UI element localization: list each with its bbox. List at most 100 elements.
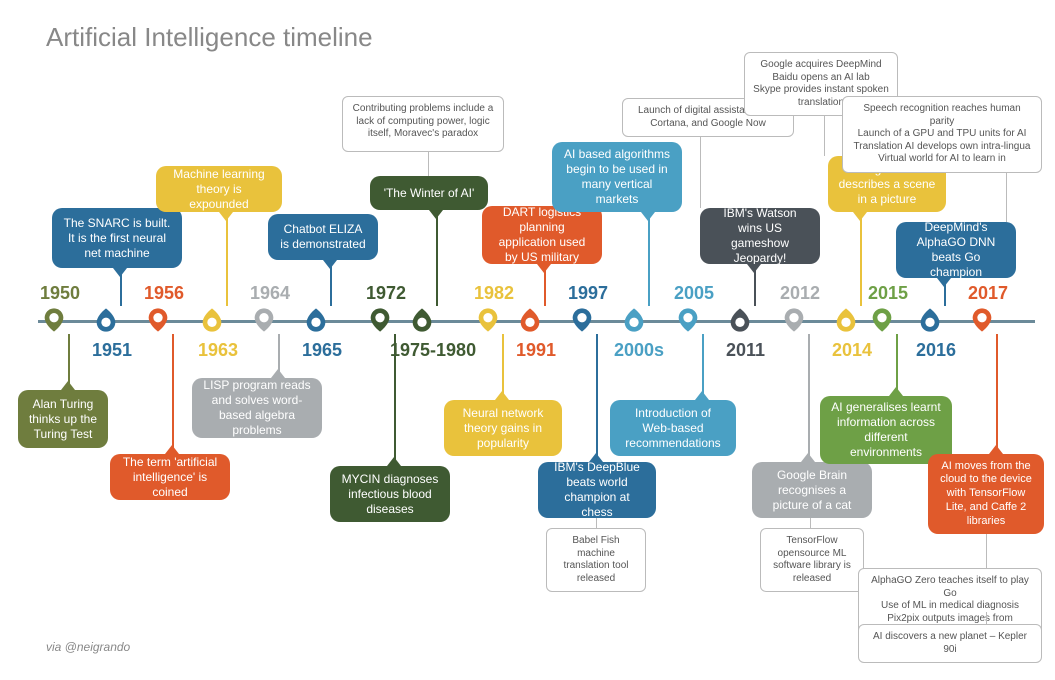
year-label-2015: 2015 <box>868 283 908 304</box>
event-bubble-b1951: The SNARC is built. It is the first neur… <box>52 208 182 268</box>
event-text: Machine learning theory is expounded <box>166 167 272 212</box>
bubble-arrow <box>747 264 761 273</box>
event-bubble-b2015: AI generalises learnt information across… <box>820 396 952 464</box>
bubble-arrow <box>537 264 551 273</box>
note-connector <box>810 518 811 528</box>
event-text: AI based algorithms begin to be used in … <box>562 147 672 207</box>
event-bubble-b1982: Neural network theory gains in popularit… <box>444 400 562 456</box>
timeline-pin-2012 <box>780 306 808 334</box>
note-n2012: TensorFlow opensource ML software librar… <box>760 528 864 592</box>
event-bubble-b1997: IBM's DeepBlue beats world champion at c… <box>538 462 656 518</box>
event-bubble-b1964: LISP program reads and solves word-based… <box>192 378 322 438</box>
note-n1975: Contributing problems include a lack of … <box>342 96 504 152</box>
event-text: MYCIN diagnoses infectious blood disease… <box>340 472 440 517</box>
stem <box>172 334 174 454</box>
timeline-pin-1997 <box>568 306 596 334</box>
bubble-arrow <box>387 457 401 466</box>
bubble-arrow <box>989 445 1003 454</box>
year-label-1982: 1982 <box>474 283 514 304</box>
note-n2017b: AI discovers a new planet – Kepler 90i <box>858 624 1042 663</box>
stem <box>436 210 438 306</box>
event-bubble-b1972: MYCIN diagnoses infectious blood disease… <box>330 466 450 522</box>
stem <box>226 212 228 306</box>
bubble-arrow <box>165 445 179 454</box>
event-text: Neural network theory gains in popularit… <box>454 406 552 451</box>
note-n1997: Babel Fish machine translation tool rele… <box>546 528 646 592</box>
timeline-pin-1982 <box>474 306 502 334</box>
timeline-pin-2014 <box>832 306 860 334</box>
event-bubble-b1963: Machine learning theory is expounded <box>156 166 282 212</box>
timeline-pin-2016 <box>916 306 944 334</box>
event-bubble-b1991: DART logistics planning application used… <box>482 206 602 264</box>
year-label-1972: 1972 <box>366 283 406 304</box>
event-text: Google Brain recognises a picture of a c… <box>762 468 862 513</box>
event-bubble-b1965: Chatbot ELIZA is demonstrated <box>268 214 378 260</box>
event-bubble-b2012: Google Brain recognises a picture of a c… <box>752 462 872 518</box>
timeline-pin-1991 <box>516 306 544 334</box>
page-title: Artificial Intelligence timeline <box>46 22 373 53</box>
year-label-2005: 2005 <box>674 283 714 304</box>
stem <box>808 334 810 462</box>
bubble-arrow <box>641 212 655 221</box>
bubble-arrow <box>937 278 951 287</box>
year-label-2016: 2016 <box>916 340 956 361</box>
timeline-pin-1972 <box>366 306 394 334</box>
event-text: Introduction of Web-based recommendation… <box>620 406 726 451</box>
timeline-pin-1965 <box>302 306 330 334</box>
bubble-arrow <box>889 387 903 396</box>
event-text: IBM's Watson wins US gameshow Jeopardy! <box>710 206 810 266</box>
event-text: DeepMind's AlphaGO DNN beats Go champion <box>906 220 1006 280</box>
timeline-pin-2017 <box>968 306 996 334</box>
timeline-pin-1975 <box>408 306 436 334</box>
year-label-2017: 2017 <box>968 283 1008 304</box>
event-text: AI moves from the cloud to the device wi… <box>938 460 1034 529</box>
timeline-pin-2005 <box>674 306 702 334</box>
event-text: The SNARC is built. It is the first neur… <box>62 216 172 261</box>
event-text: 'The Winter of AI' <box>384 186 475 201</box>
stem <box>596 334 598 462</box>
timeline-pin-1956 <box>144 306 172 334</box>
note-connector <box>596 518 597 528</box>
timeline-pin-2015 <box>868 306 896 334</box>
note-connector <box>700 130 701 208</box>
stem <box>996 334 998 454</box>
event-bubble-b2017: AI moves from the cloud to the device wi… <box>928 454 1044 534</box>
year-label-2014: 2014 <box>832 340 872 361</box>
year-label-1963: 1963 <box>198 340 238 361</box>
note-connector <box>986 534 987 568</box>
timeline-pin-2011 <box>726 306 754 334</box>
bubble-arrow <box>271 369 285 378</box>
event-text: Chatbot ELIZA is demonstrated <box>278 222 368 252</box>
year-label-1964: 1964 <box>250 283 290 304</box>
event-bubble-b2011: IBM's Watson wins US gameshow Jeopardy! <box>700 208 820 264</box>
bubble-arrow <box>113 268 127 277</box>
year-label-1997: 1997 <box>568 283 608 304</box>
timeline-pin-1950 <box>40 306 68 334</box>
year-label-1950: 1950 <box>40 283 80 304</box>
event-bubble-b1975: 'The Winter of AI' <box>370 176 488 210</box>
stem <box>860 212 862 306</box>
stem <box>394 334 396 466</box>
year-label-2000: 2000s <box>614 340 664 361</box>
event-text: AI generalises learnt information across… <box>830 400 942 460</box>
bubble-arrow <box>589 453 603 462</box>
year-label-1975: 1975-1980 <box>390 340 476 361</box>
event-bubble-b2000: AI based algorithms begin to be used in … <box>552 142 682 212</box>
event-bubble-b2005: Introduction of Web-based recommendation… <box>610 400 736 456</box>
credit-text: via @neigrando <box>46 640 130 654</box>
event-bubble-b2016: DeepMind's AlphaGO DNN beats Go champion <box>896 222 1016 278</box>
bubble-arrow <box>801 453 815 462</box>
bubble-arrow <box>695 391 709 400</box>
timeline-pin-1963 <box>198 306 226 334</box>
event-text: LISP program reads and solves word-based… <box>202 378 312 438</box>
timeline-pin-1964 <box>250 306 278 334</box>
bubble-arrow <box>61 381 75 390</box>
year-label-1991: 1991 <box>516 340 556 361</box>
stem <box>648 212 650 306</box>
bubble-arrow <box>429 210 443 219</box>
timeline-pin-2000 <box>620 306 648 334</box>
event-text: Alan Turing thinks up the Turing Test <box>28 397 98 442</box>
note-connector <box>986 612 987 624</box>
event-bubble-b1950: Alan Turing thinks up the Turing Test <box>18 390 108 448</box>
bubble-arrow <box>853 212 867 221</box>
